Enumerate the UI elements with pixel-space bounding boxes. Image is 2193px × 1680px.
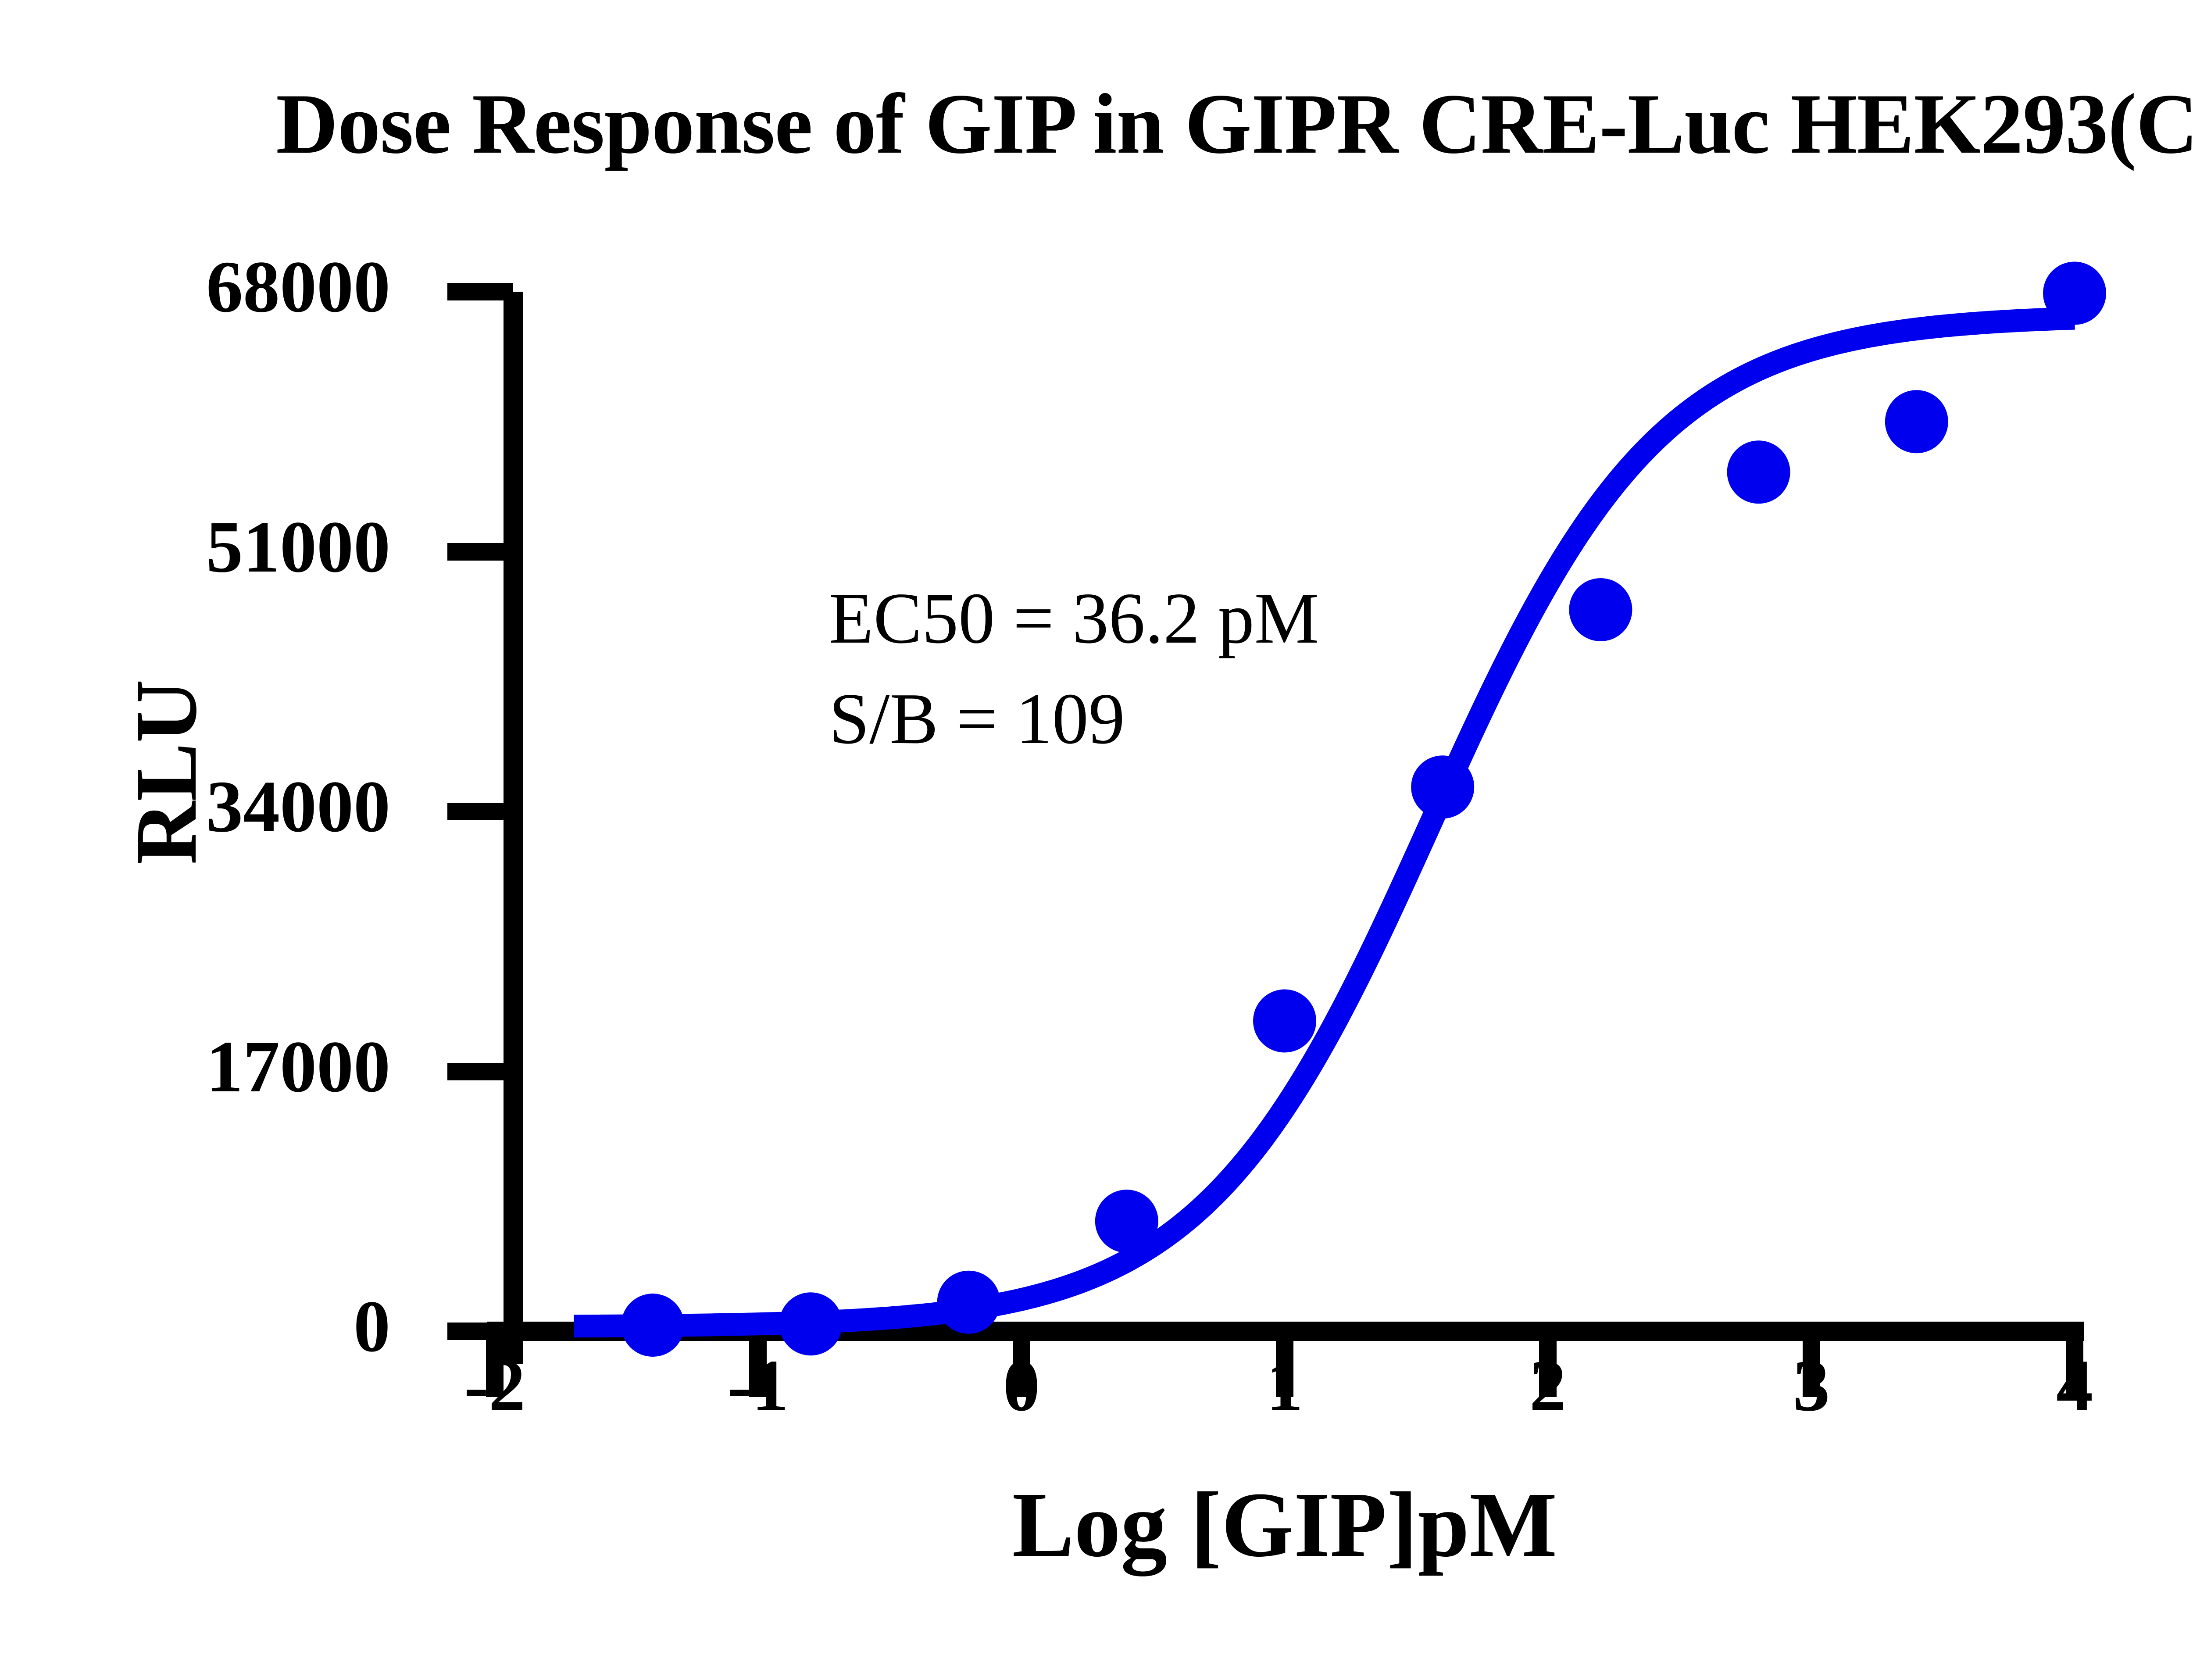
xtick-label--1: -1 (727, 1345, 789, 1426)
ytick-label-0: 0 (354, 1286, 390, 1367)
ytick-label-34000: 34000 (206, 766, 390, 847)
xtick-label-3: 3 (1793, 1345, 1830, 1426)
data-point (1569, 578, 1632, 641)
data-point (1727, 440, 1790, 504)
data-point (2043, 261, 2106, 325)
annotation-ec50: EC50 = 36.2 pM (829, 578, 1319, 658)
x-axis-title: Log [GIP]pM (1012, 1473, 1557, 1576)
data-point (1885, 390, 1948, 454)
fit-curve (566, 307, 2082, 1338)
data-point (937, 1270, 1000, 1334)
y-tick-marks (447, 283, 513, 1340)
xtick-label--2: -2 (464, 1345, 525, 1426)
xtick-label-4: 4 (2056, 1345, 2093, 1426)
data-point (1411, 755, 1475, 819)
ytick-label-17000: 17000 (206, 1026, 390, 1108)
x-tick-marks (486, 1331, 2083, 1397)
y-axis-title: RLU (118, 679, 215, 865)
ytick-label-51000: 51000 (206, 506, 390, 588)
data-point-group (621, 261, 2106, 1357)
annotation-signal-to-background: S/B = 109 (829, 678, 1125, 759)
xtick-label-1: 1 (1266, 1345, 1303, 1426)
page-title: Dose Response of GIP in GIPR CRE-Luc HEK… (276, 76, 2193, 172)
data-point (1253, 989, 1316, 1053)
annotation-block: EC50 = 36.2 pM S/B = 109 (829, 568, 1319, 769)
data-point (621, 1294, 685, 1357)
xtick-label-0: 0 (1003, 1345, 1040, 1426)
xtick-label-2: 2 (1529, 1345, 1566, 1426)
data-point (1095, 1190, 1158, 1253)
data-point (779, 1292, 843, 1356)
ytick-label-68000: 68000 (206, 246, 390, 328)
